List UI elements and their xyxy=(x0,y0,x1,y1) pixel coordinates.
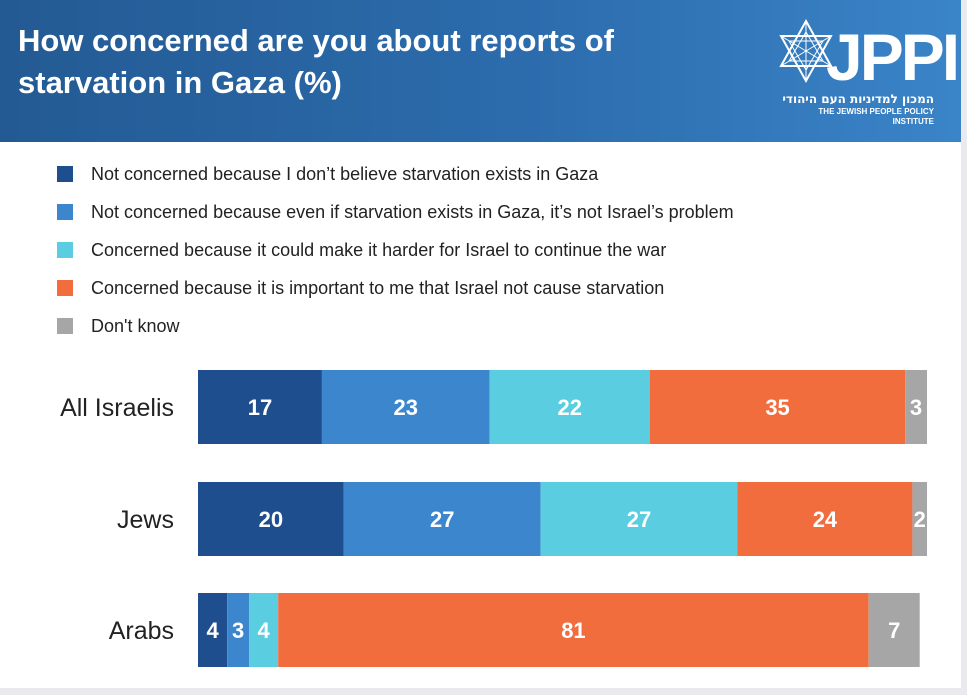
star-of-david-icon xyxy=(779,18,833,84)
legend-swatch-2 xyxy=(57,204,73,220)
legend-label-1: Not concerned because I don’t believe st… xyxy=(91,164,599,184)
bar-value-label-2-4: 24 xyxy=(813,507,838,532)
jppi-logo: JPPI המכון למדיניות העם היהודי THE JEWIS… xyxy=(776,18,960,128)
bar-1-1 xyxy=(198,370,322,444)
bar-value-label-1-4: 35 xyxy=(765,395,789,420)
bar-value-label-1-1: 17 xyxy=(248,395,272,420)
bar-value-label-1-2: 23 xyxy=(394,395,418,420)
bar-2-4 xyxy=(737,482,913,556)
bar-3-5 xyxy=(868,593,920,667)
bar-3-1 xyxy=(198,593,228,667)
bar-3-4 xyxy=(278,593,869,667)
bar-value-label-3-4: 81 xyxy=(561,618,585,643)
legend-label-2: Not concerned because even if starvation… xyxy=(91,202,734,222)
chart-title: How concerned are you about reports of s… xyxy=(18,20,738,104)
bar-1-2 xyxy=(321,370,490,444)
legend-label-5: Don't know xyxy=(91,316,180,336)
bar-2-5 xyxy=(912,482,927,556)
chart-title-line-1: How concerned are you about reports of xyxy=(18,23,614,58)
bar-1-5 xyxy=(905,370,927,444)
header-banner: How concerned are you about reports of s… xyxy=(0,0,961,142)
category-label-1: All Israelis xyxy=(60,394,174,422)
bar-value-label-3-2: 3 xyxy=(232,618,244,643)
bar-value-label-2-5: 2 xyxy=(914,507,926,532)
legend-swatch-4 xyxy=(57,280,73,296)
bar-value-label-1-5: 3 xyxy=(910,395,922,420)
bar-3-2 xyxy=(227,593,250,667)
category-label-2: Jews xyxy=(117,506,174,534)
bar-2-1 xyxy=(198,482,344,556)
bar-value-label-3-1: 4 xyxy=(206,618,219,643)
legend-label-4: Concerned because it is important to me … xyxy=(91,278,665,298)
bar-1-4 xyxy=(649,370,906,444)
bar-value-label-3-5: 7 xyxy=(888,618,900,643)
bar-value-label-2-3: 27 xyxy=(627,507,651,532)
chart-title-line-2: starvation in Gaza (%) xyxy=(18,65,342,100)
bar-2-2 xyxy=(343,482,541,556)
bar-3-3 xyxy=(249,593,279,667)
legend-swatch-3 xyxy=(57,242,73,258)
bar-value-label-3-3: 4 xyxy=(257,618,270,643)
logo-hebrew-name: המכון למדיניות העם היהודי xyxy=(782,92,934,106)
legend-label-3: Concerned because it could make it harde… xyxy=(91,240,667,260)
bar-value-label-1-3: 22 xyxy=(558,395,582,420)
bar-value-label-2-2: 27 xyxy=(430,507,454,532)
bar-2-3 xyxy=(540,482,738,556)
legend-swatch-5 xyxy=(57,318,73,334)
bar-1-3 xyxy=(489,370,650,444)
bar-value-label-2-1: 20 xyxy=(259,507,283,532)
logo-wordmark: JPPI xyxy=(826,20,960,94)
category-label-3: Arabs xyxy=(109,617,174,645)
logo-english-name: THE JEWISH PEOPLE POLICY INSTITUTE xyxy=(818,107,934,126)
legend-swatch-1 xyxy=(57,166,73,182)
